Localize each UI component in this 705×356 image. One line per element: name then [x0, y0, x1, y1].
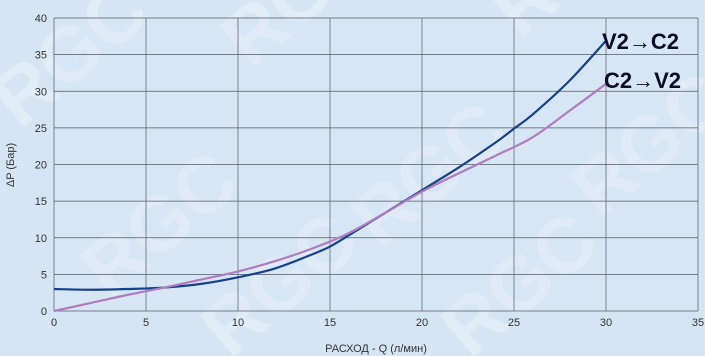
- x-tick-label: 30: [600, 317, 612, 329]
- y-tick-label: 25: [35, 123, 47, 135]
- x-tick-label: 15: [324, 317, 336, 329]
- series-line-c2-v2: [53, 83, 607, 313]
- x-axis-title: РАСХОД - Q (л/мин): [325, 343, 427, 355]
- y-tick-label: 35: [35, 50, 47, 62]
- x-tick-label: 20: [416, 317, 428, 329]
- series-label-c2-v2: C2→V2: [604, 68, 681, 93]
- x-tick-label: 10: [232, 317, 244, 329]
- y-tick-label: 40: [35, 13, 47, 25]
- y-tick-label: 10: [35, 233, 47, 245]
- series-lines: [53, 39, 607, 313]
- y-tick-label: 30: [35, 86, 47, 98]
- x-tick-label: 35: [692, 317, 704, 329]
- y-tick-label: 20: [35, 160, 47, 172]
- grid: [53, 17, 699, 312]
- y-axis-title: ΔP (Бар): [5, 143, 17, 187]
- x-tick-label: 25: [508, 317, 520, 329]
- y-tick-label: 0: [41, 306, 47, 318]
- series-label-v2-c2: V2→C2: [602, 29, 679, 54]
- y-tick-label: 15: [35, 196, 47, 208]
- y-tick-label: 5: [41, 269, 47, 281]
- tick-labels: 0 5 10 15 20 25 30 35 0 5 10 15 20 25 30 35 40: [35, 13, 704, 329]
- x-tick-label: 5: [143, 317, 149, 329]
- x-tick-label: 0: [51, 317, 57, 329]
